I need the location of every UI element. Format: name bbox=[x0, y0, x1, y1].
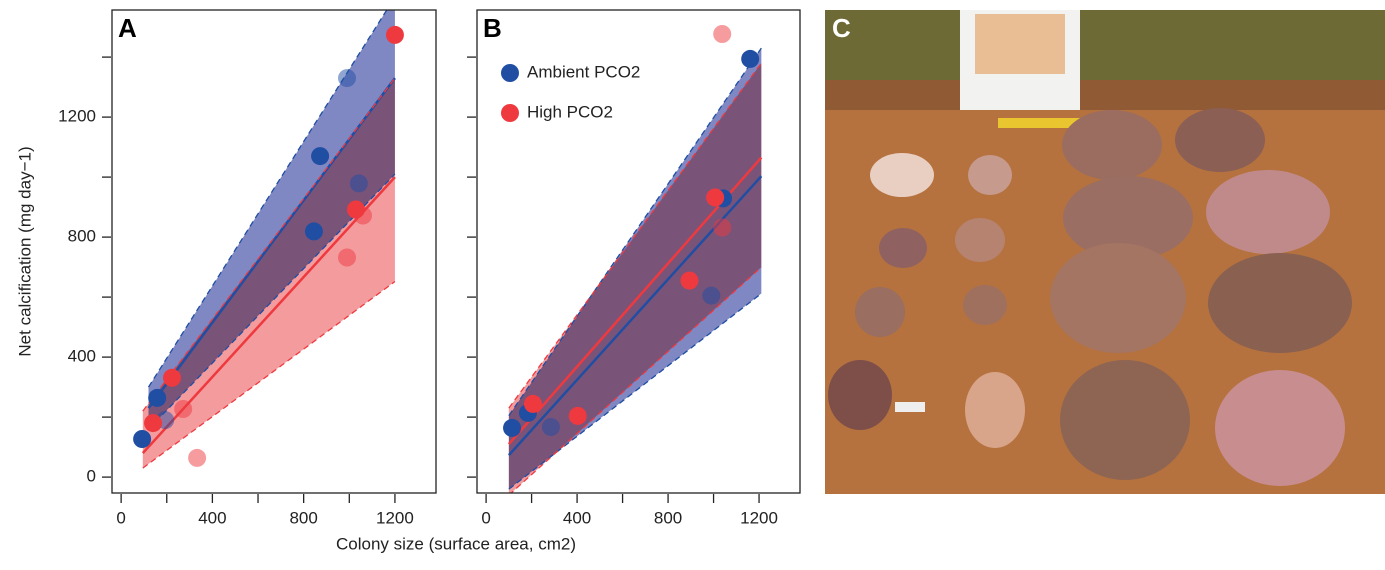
data-point bbox=[542, 418, 560, 436]
figure: C 0 400 800 1200 0 400 800 1200 A Colony size (su… bbox=[0, 0, 1385, 565]
y-tick-label: 1200 bbox=[58, 107, 96, 126]
panel-label: A bbox=[118, 13, 137, 43]
x-tick-label: 400 bbox=[198, 508, 226, 527]
legend-label: Ambient PCO2 bbox=[527, 62, 640, 81]
data-point bbox=[133, 430, 151, 448]
legend-label: High PCO2 bbox=[527, 102, 613, 121]
y-tick-label: 400 bbox=[68, 347, 96, 366]
y-tick-label: 800 bbox=[68, 227, 96, 246]
x-tick-label: 800 bbox=[654, 508, 682, 527]
panel-label: B bbox=[483, 13, 502, 43]
x-tick-label: 1200 bbox=[740, 508, 778, 527]
plot-area bbox=[143, 0, 395, 468]
photo-panel bbox=[825, 10, 1385, 494]
photo-wall bbox=[825, 10, 1385, 80]
tag bbox=[895, 402, 925, 412]
data-point bbox=[174, 400, 192, 418]
x-axis-label: Colony size (surface area, cm2) bbox=[336, 534, 576, 553]
data-point bbox=[713, 25, 731, 43]
data-point bbox=[338, 249, 356, 267]
data-point bbox=[305, 222, 323, 240]
x-tick-label: 0 bbox=[116, 508, 125, 527]
data-point bbox=[338, 69, 356, 87]
data-point bbox=[569, 407, 587, 425]
x-tick-label: 800 bbox=[289, 508, 317, 527]
x-tick-label: 400 bbox=[563, 508, 591, 527]
data-point bbox=[702, 287, 720, 305]
data-point bbox=[148, 389, 166, 407]
data-point bbox=[188, 449, 206, 467]
data-point bbox=[706, 189, 724, 207]
data-point bbox=[680, 272, 698, 290]
panel-label: C bbox=[832, 13, 851, 43]
data-point bbox=[386, 26, 404, 44]
x-tick-label: 1200 bbox=[376, 508, 414, 527]
data-point bbox=[311, 147, 329, 165]
page: {"chart_data":[ {"type":"scatter","panel… bbox=[0, 0, 1385, 570]
data-point bbox=[741, 50, 759, 68]
data-point bbox=[713, 219, 731, 237]
photo-ledge bbox=[825, 80, 1385, 110]
y-tick-label: 0 bbox=[87, 467, 96, 486]
data-point bbox=[144, 414, 162, 432]
data-point bbox=[350, 174, 368, 192]
data-point bbox=[503, 419, 521, 437]
data-point bbox=[524, 395, 542, 413]
legend-marker bbox=[501, 64, 519, 82]
data-point bbox=[354, 207, 372, 225]
legend-marker bbox=[501, 104, 519, 122]
data-point bbox=[163, 369, 181, 387]
x-tick-label: 0 bbox=[481, 508, 490, 527]
color-swatches bbox=[975, 14, 1065, 74]
y-axis-label: Net calcification (mg day−1) bbox=[15, 146, 34, 356]
